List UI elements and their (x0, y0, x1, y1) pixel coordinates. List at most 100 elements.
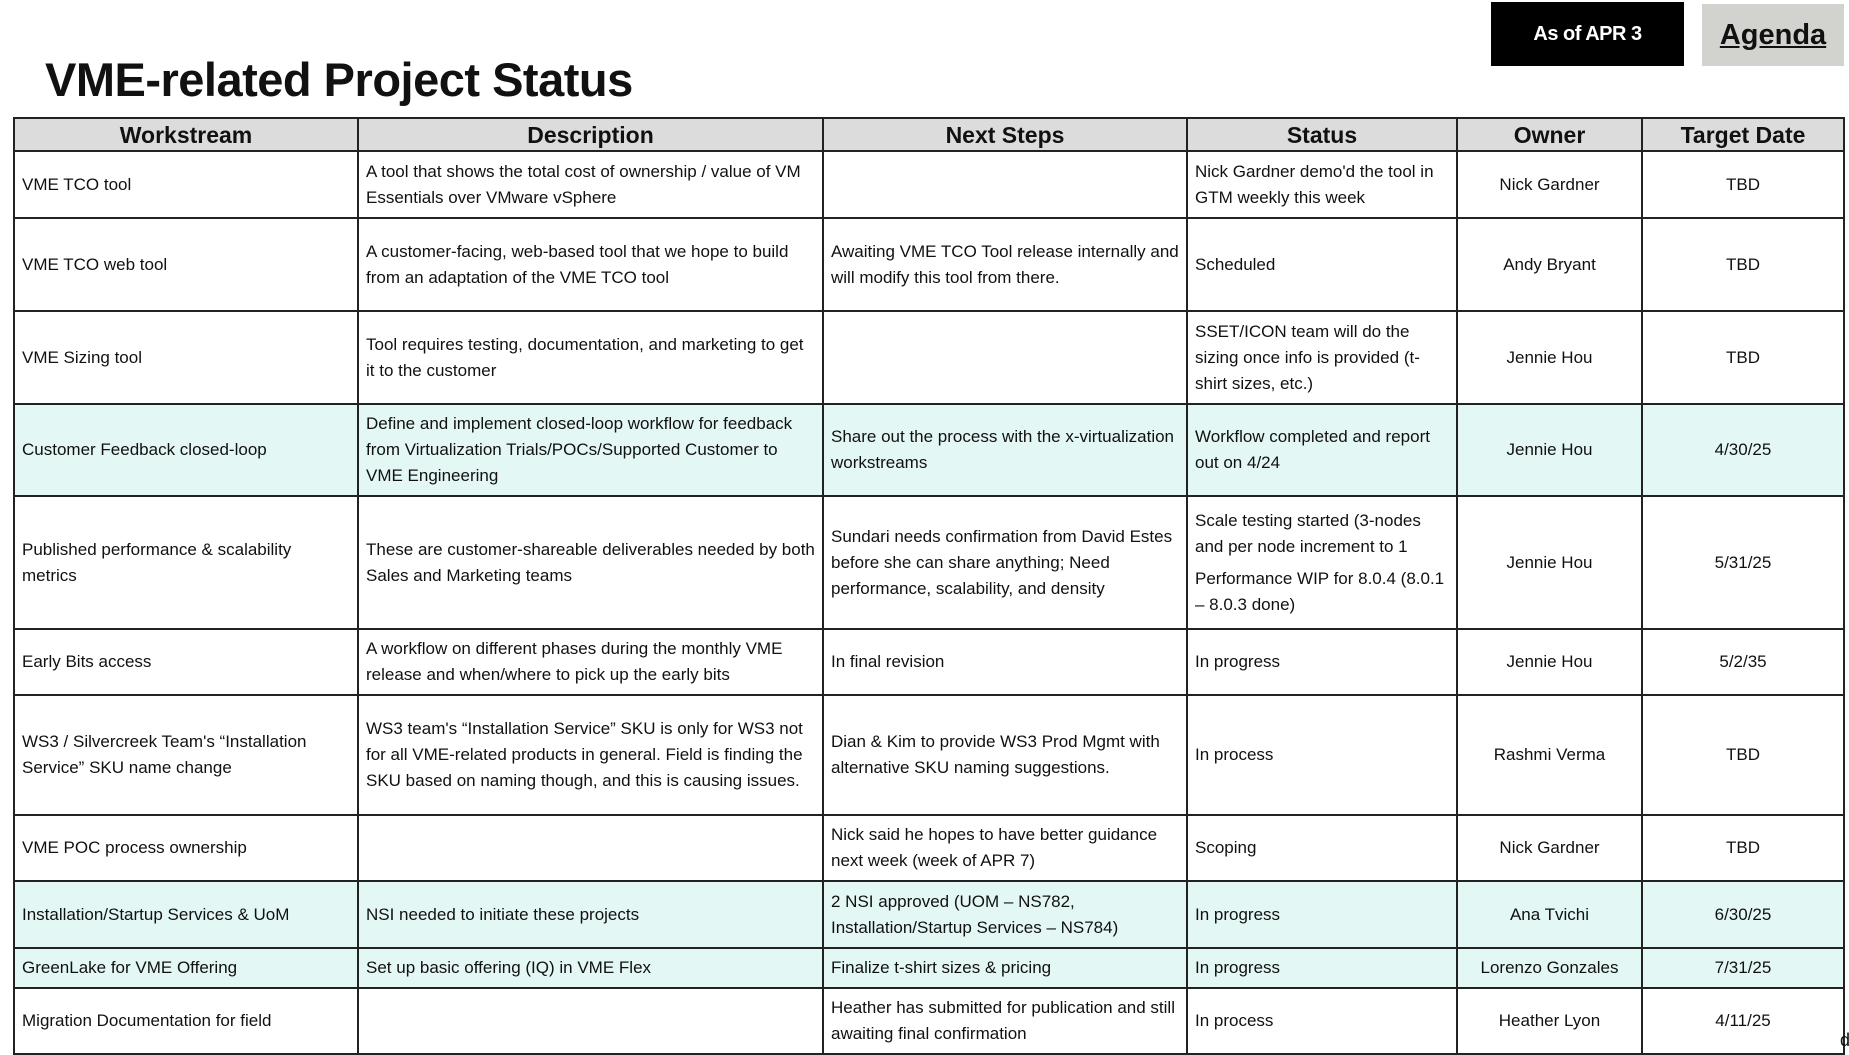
table-row: GreenLake for VME Offering Set up basic o… (13, 947, 1845, 989)
target-date-cell: TBD (1641, 150, 1845, 219)
owner-cell: Jennie Hou (1456, 403, 1643, 497)
table-row: Early Bits access A workflow on different… (13, 628, 1845, 696)
target-date-cell: 7/31/25 (1641, 947, 1845, 989)
status-cell: In progress (1186, 947, 1458, 989)
table-header-row: Workstream Description Next Steps Status… (13, 117, 1845, 152)
owner-cell: Nick Gardner (1456, 814, 1643, 882)
table-row: VME POC process ownership Nick said he ho… (13, 814, 1845, 882)
workstream-cell: VME Sizing tool (13, 310, 359, 405)
status-cell: Scale testing started (3-nodes and per n… (1186, 495, 1458, 630)
next-steps-cell: 2 NSI approved (UOM – NS782, Installatio… (822, 880, 1188, 949)
status-cell: Nick Gardner demo'd the tool in GTM week… (1186, 150, 1458, 219)
status-cell: Scoping (1186, 814, 1458, 882)
description-cell: Define and implement closed-loop workflo… (357, 403, 824, 497)
target-date-cell: TBD (1641, 310, 1845, 405)
target-date-cell: TBD (1641, 694, 1845, 816)
project-status-table: Workstream Description Next Steps Status… (13, 117, 1845, 1055)
column-header-description: Description (357, 117, 824, 152)
target-date-cell: TBD (1641, 814, 1845, 882)
column-header-owner: Owner (1456, 117, 1643, 152)
next-steps-cell (822, 310, 1188, 405)
next-steps-cell: In final revision (822, 628, 1188, 696)
owner-cell: Jennie Hou (1456, 310, 1643, 405)
next-steps-cell: Heather has submitted for publication an… (822, 987, 1188, 1055)
workstream-cell: VME POC process ownership (13, 814, 359, 882)
table-row: Published performance & scalability metr… (13, 495, 1845, 630)
next-steps-cell: Awaiting VME TCO Tool release internally… (822, 217, 1188, 312)
next-steps-cell: Sundari needs confirmation from David Es… (822, 495, 1188, 630)
workstream-cell: Early Bits access (13, 628, 359, 696)
column-header-next-steps: Next Steps (822, 117, 1188, 152)
workstream-cell: Migration Documentation for field (13, 987, 359, 1055)
workstream-cell: Customer Feedback closed-loop (13, 403, 359, 497)
stray-text: d (1840, 1030, 1849, 1050)
table-row: WS3 / Silvercreek Team's “Installation S… (13, 694, 1845, 816)
next-steps-cell: Finalize t-shirt sizes & pricing (822, 947, 1188, 989)
column-header-target-date: Target Date (1641, 117, 1845, 152)
status-text: In process (1195, 745, 1274, 764)
next-steps-cell (822, 150, 1188, 219)
status-cell: In process (1186, 987, 1458, 1055)
next-steps-cell: Dian & Kim to provide WS3 Prod Mgmt with… (822, 694, 1188, 816)
target-date-cell: 4/30/25 (1641, 403, 1845, 497)
status-cell: Scheduled (1186, 217, 1458, 312)
description-cell: Set up basic offering (IQ) in VME Flex (357, 947, 824, 989)
target-date-cell: 4/11/25 (1641, 987, 1845, 1055)
description-cell: A tool that shows the total cost of owne… (357, 150, 824, 219)
agenda-link[interactable]: Agenda (1702, 4, 1844, 66)
table-row: VME Sizing tool Tool requires testing, do… (13, 310, 1845, 405)
status-cell: Workflow completed and report out on 4/2… (1186, 403, 1458, 497)
status-text: Scoping (1195, 838, 1257, 857)
status-cell: In progress (1186, 628, 1458, 696)
next-steps-cell: Nick said he hopes to have better guidan… (822, 814, 1188, 882)
description-cell (357, 987, 824, 1055)
target-date-cell: 5/2/35 (1641, 628, 1845, 696)
column-header-status: Status (1186, 117, 1458, 152)
description-cell: A customer-facing, web-based tool that w… (357, 217, 824, 312)
next-steps-cell: Share out the process with the x-virtual… (822, 403, 1188, 497)
workstream-cell: Installation/Startup Services & UoM (13, 880, 359, 949)
table-row: VME TCO web tool A customer-facing, web-b… (13, 217, 1845, 312)
table-row: Installation/Startup Services & UoM NSI n… (13, 880, 1845, 949)
description-cell: WS3 team's “Installation Service” SKU is… (357, 694, 824, 816)
table-row: Customer Feedback closed-loop Define and … (13, 403, 1845, 497)
status-text: Scheduled (1195, 254, 1276, 274)
page-title: VME-related Project Status (45, 53, 633, 106)
workstream-cell: WS3 / Silvercreek Team's “Installation S… (13, 694, 359, 816)
as-of-date-badge: As of APR 3 (1491, 2, 1684, 66)
description-cell (357, 814, 824, 882)
workstream-cell: Published performance & scalability metr… (13, 495, 359, 630)
description-cell: Tool requires testing, documentation, an… (357, 310, 824, 405)
status-text: SSET/ICON team will do the sizing once i… (1195, 321, 1420, 393)
owner-cell: Nick Gardner (1456, 150, 1643, 219)
description-cell: These are customer-shareable deliverable… (357, 495, 824, 630)
status-text: Scale testing started (3-nodes and per n… (1195, 510, 1421, 556)
status-text: In progress (1195, 904, 1281, 924)
status-text: Nick Gardner demo'd the tool in GTM week… (1195, 161, 1434, 207)
status-text: Performance WIP for 8.0.4 (8.0.1 – 8.0.3… (1195, 568, 1445, 614)
owner-cell: Heather Lyon (1456, 987, 1643, 1055)
workstream-cell: VME TCO web tool (13, 217, 359, 312)
target-date-cell: 5/31/25 (1641, 495, 1845, 630)
status-cell: In process (1186, 694, 1458, 816)
table-row: VME TCO tool A tool that shows the total … (13, 150, 1845, 219)
owner-cell: Rashmi Verma (1456, 694, 1643, 816)
owner-cell: Ana Tvichi (1456, 880, 1643, 949)
status-text: In process (1195, 1011, 1274, 1030)
owner-cell: Andy Bryant (1456, 217, 1643, 312)
table-row: Migration Documentation for field Heather… (13, 987, 1845, 1055)
status-text: Workflow completed and report out on 4/2… (1195, 427, 1430, 472)
target-date-cell: TBD (1641, 217, 1845, 312)
status-cell: SSET/ICON team will do the sizing once i… (1186, 310, 1458, 405)
target-date-cell: 6/30/25 (1641, 880, 1845, 949)
owner-cell: Lorenzo Gonzales (1456, 947, 1643, 989)
owner-cell: Jennie Hou (1456, 495, 1643, 630)
description-cell: NSI needed to initiate these projects (357, 880, 824, 949)
column-header-workstream: Workstream (13, 117, 359, 152)
status-text: In progress (1195, 652, 1281, 671)
description-cell: A workflow on different phases during th… (357, 628, 824, 696)
workstream-cell: GreenLake for VME Offering (13, 947, 359, 989)
status-cell: In progress (1186, 880, 1458, 949)
owner-cell: Jennie Hou (1456, 628, 1643, 696)
workstream-cell: VME TCO tool (13, 150, 359, 219)
